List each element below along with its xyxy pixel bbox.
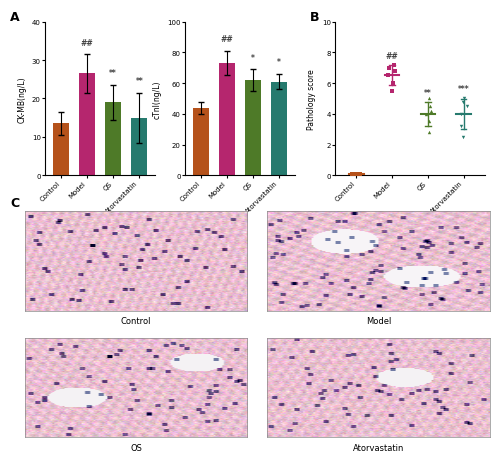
Bar [272,83,287,176]
Point [459,99,467,106]
Point [356,171,364,178]
Y-axis label: CK-MB(ng/L): CK-MB(ng/L) [18,76,26,123]
Point [459,134,467,141]
Text: C: C [10,196,19,209]
Point [460,96,468,103]
Point [426,103,434,110]
Point [462,103,470,110]
Text: Control: Control [121,317,152,326]
Point [426,108,434,115]
Text: **: ** [109,69,117,78]
Point [422,111,430,118]
Point [456,123,464,130]
Point [424,96,432,103]
Point [389,80,397,87]
Point [385,65,393,72]
Point [456,111,464,118]
Bar [79,74,95,176]
Y-axis label: Pathology score: Pathology score [308,69,316,129]
Text: QS: QS [130,443,142,451]
Text: Atorvastatin: Atorvastatin [353,443,405,451]
Bar [53,124,68,176]
Text: B: B [310,11,320,24]
Bar [132,118,147,176]
Text: ##: ## [386,52,398,61]
Point [388,88,396,95]
Point [352,171,360,178]
Text: ##: ## [80,38,94,47]
Point [426,119,434,126]
Bar [219,64,235,176]
Text: *: * [251,53,255,62]
Point [353,171,361,178]
Point [425,129,433,137]
Bar [193,108,208,176]
Text: *: * [278,58,281,67]
Text: **: ** [424,88,432,97]
Text: ***: *** [458,85,469,94]
Text: Model: Model [366,317,392,326]
Point [391,68,399,75]
Bar [105,103,121,176]
Y-axis label: cTnI(ng/L): cTnI(ng/L) [153,80,162,119]
Point [348,171,356,178]
Text: **: ** [136,77,143,86]
Text: ##: ## [220,35,234,44]
Text: A: A [10,11,20,24]
Bar [245,81,261,176]
Point [384,73,392,80]
Point [350,171,358,178]
Point [390,62,398,69]
